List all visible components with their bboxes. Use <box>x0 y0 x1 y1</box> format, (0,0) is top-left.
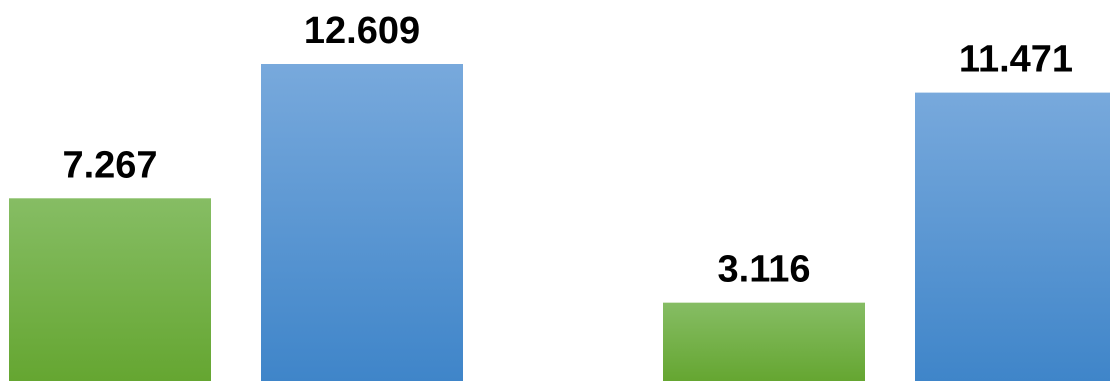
value-labels-layer: 7.267 3.116 12.609 11.471 <box>62 10 1073 291</box>
bar-blue-1 <box>261 64 463 381</box>
bar-green-1 <box>9 198 211 381</box>
bar-blue-2 <box>915 92 1110 381</box>
value-label-blue-1: 12.609 <box>304 10 420 52</box>
bars-layer <box>9 64 1110 381</box>
value-label-blue-2: 11.471 <box>959 39 1073 81</box>
value-label-green-1: 7.267 <box>62 144 157 186</box>
bar-green-2 <box>663 302 865 381</box>
value-label-green-2: 3.116 <box>718 249 811 291</box>
